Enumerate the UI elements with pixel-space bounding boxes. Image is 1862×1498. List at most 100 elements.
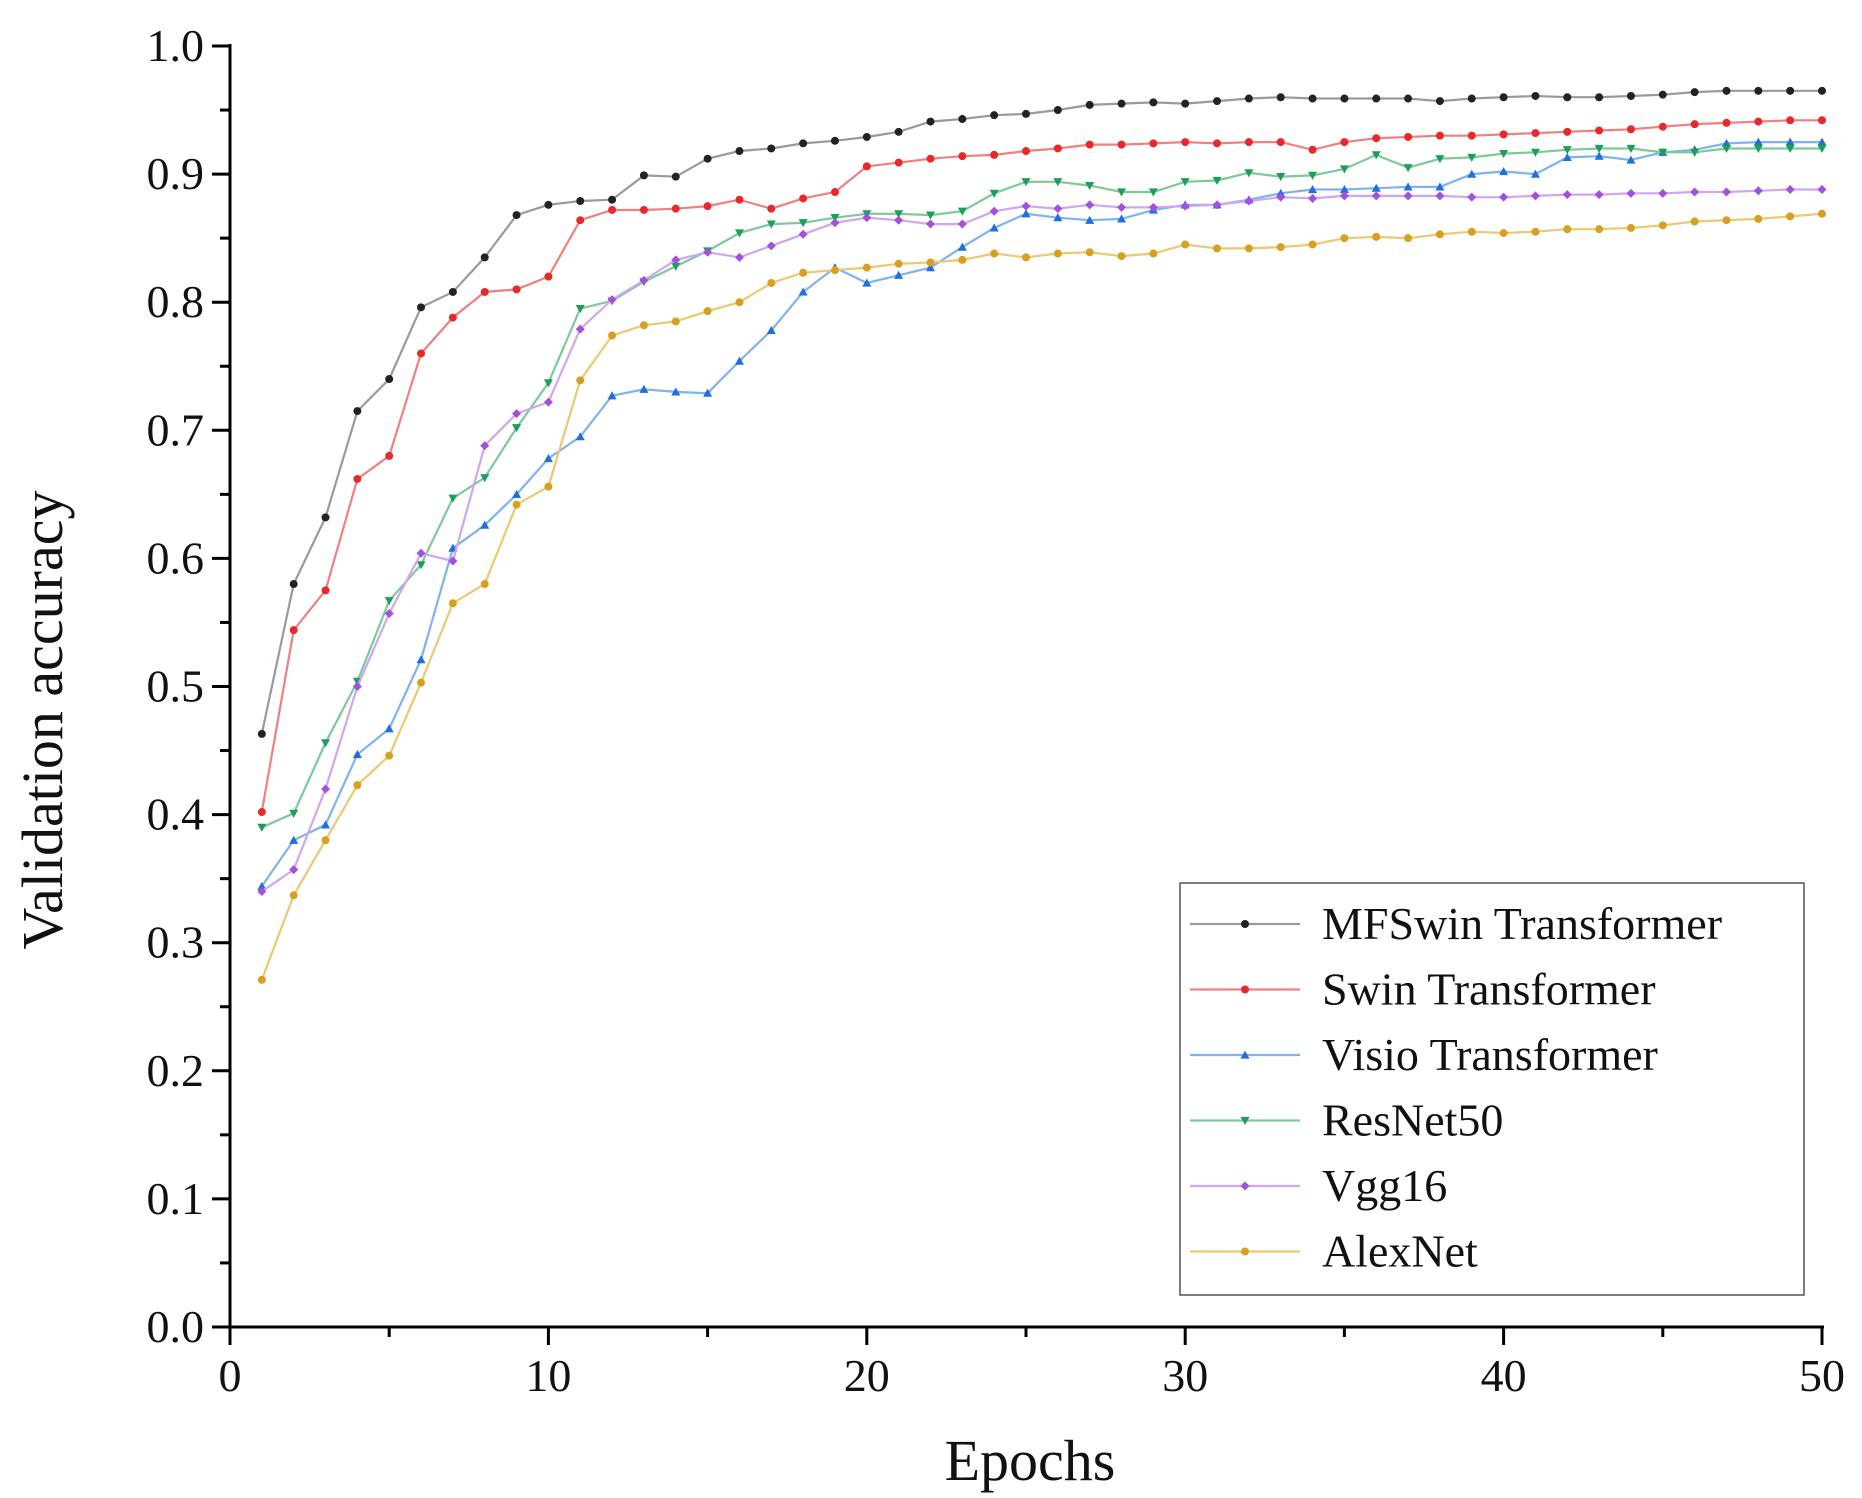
y-tick-label: 0.6: [147, 532, 205, 583]
data-point-visio-transformer: [1467, 169, 1477, 178]
data-point-resnet50: [1435, 155, 1445, 164]
data-point-swin-transformer: [767, 204, 776, 213]
data-point-mfswin-transformer: [1499, 93, 1508, 102]
data-point-vgg16: [352, 682, 362, 691]
data-point-visio-transformer: [925, 263, 935, 272]
data-point-resnet50: [1403, 164, 1413, 173]
data-point-resnet50: [543, 379, 553, 388]
data-point-resnet50: [1085, 182, 1095, 191]
data-point-resnet50: [1785, 144, 1795, 153]
data-point-vgg16: [1148, 202, 1158, 212]
data-point-alexnet: [1149, 249, 1158, 258]
x-axis-title: Epochs: [945, 1428, 1116, 1493]
data-point-resnet50: [957, 207, 967, 216]
data-point-visio-transformer: [1403, 182, 1413, 191]
data-point-alexnet: [862, 263, 871, 272]
y-tick-label: 0.9: [147, 148, 205, 199]
data-point-resnet50: [1371, 151, 1381, 160]
data-point-swin-transformer: [703, 202, 712, 211]
legend-label-vgg16: Vgg16: [1322, 1160, 1447, 1211]
data-point-alexnet: [385, 751, 394, 760]
data-point-alexnet: [1690, 217, 1699, 226]
data-point-vgg16: [862, 213, 872, 223]
data-point-vgg16: [639, 275, 649, 285]
data-point-mfswin-transformer: [703, 154, 712, 163]
data-point-vgg16: [1690, 187, 1700, 197]
y-tick-label: 0.8: [147, 276, 205, 327]
data-point-swin-transformer: [1276, 138, 1285, 147]
data-point-resnet50: [321, 739, 331, 748]
series-visio-transformer: [257, 137, 1827, 890]
data-point-alexnet: [1658, 221, 1667, 230]
series-line-mfswin-transformer: [260, 89, 1822, 735]
legend-item-visio-transformer: Visio Transformer: [1190, 1029, 1658, 1080]
legend-label-swin-transformer: Swin Transformer: [1322, 964, 1656, 1015]
data-point-visio-transformer: [321, 820, 331, 829]
data-point-resnet50: [830, 214, 840, 223]
data-point-vgg16: [1276, 192, 1286, 202]
data-point-visio-transformer: [734, 356, 744, 365]
data-point-resnet50: [1148, 188, 1158, 197]
data-point-mfswin-transformer: [321, 513, 330, 522]
y-tick-label: 0.5: [147, 661, 205, 712]
data-point-resnet50: [1626, 144, 1636, 153]
data-point-visio-transformer: [384, 724, 394, 733]
data-point-swin-transformer: [1085, 140, 1094, 149]
data-point-swin-transformer: [480, 287, 489, 296]
data-point-resnet50: [1308, 171, 1318, 180]
data-point-swin-transformer: [1786, 116, 1795, 125]
data-point-visio-transformer: [543, 453, 553, 463]
data-point-vgg16: [1308, 193, 1318, 203]
data-point-swin-transformer: [799, 194, 808, 203]
data-point-alexnet: [926, 258, 935, 267]
data-point-swin-transformer: [735, 195, 744, 204]
data-point-resnet50: [512, 424, 522, 433]
data-point-swin-transformer: [257, 808, 266, 817]
legend-marker-vgg16: [1240, 1181, 1250, 1191]
data-point-visio-transformer: [257, 881, 267, 890]
data-point-mfswin-transformer: [1818, 86, 1826, 95]
data-point-swin-transformer: [830, 188, 839, 197]
data-point-alexnet: [544, 482, 553, 491]
data-point-vgg16: [512, 409, 522, 419]
data-point-vgg16: [957, 219, 967, 229]
legend-label-mfswin-transformer: MFSwin Transformer: [1322, 898, 1722, 949]
series-line-alexnet: [260, 212, 1823, 981]
data-point-alexnet: [1786, 212, 1795, 221]
data-point-vgg16: [1562, 190, 1572, 200]
series-line-swin-transformer: [260, 119, 1822, 813]
data-point-swin-transformer: [1340, 138, 1349, 147]
series-vgg16: [257, 184, 1827, 896]
data-point-mfswin-transformer: [1435, 97, 1444, 106]
data-point-resnet50: [257, 823, 267, 832]
data-point-resnet50: [480, 474, 490, 483]
data-point-visio-transformer: [289, 835, 299, 844]
data-point-mfswin-transformer: [1149, 98, 1158, 107]
series-line-resnet50: [261, 147, 1822, 829]
data-point-alexnet: [1022, 253, 1030, 262]
data-point-alexnet: [417, 678, 426, 687]
data-point-swin-transformer: [926, 154, 935, 163]
data-point-mfswin-transformer: [1244, 94, 1253, 103]
data-point-visio-transformer: [989, 223, 999, 232]
data-point-alexnet: [1053, 249, 1062, 258]
series-resnet50: [257, 144, 1827, 832]
data-point-mfswin-transformer: [544, 200, 553, 209]
data-point-resnet50: [1721, 144, 1731, 153]
data-point-mfswin-transformer: [1213, 97, 1222, 106]
data-point-mfswin-transformer: [1467, 94, 1476, 103]
data-point-swin-transformer: [417, 349, 426, 358]
data-point-vgg16: [1403, 191, 1413, 201]
data-point-resnet50: [289, 809, 299, 818]
data-point-vgg16: [1467, 192, 1477, 202]
data-point-visio-transformer: [798, 287, 808, 296]
data-point-mfswin-transformer: [1754, 86, 1763, 95]
data-point-mfswin-transformer: [894, 127, 903, 136]
data-point-vgg16: [1339, 191, 1349, 201]
data-point-visio-transformer: [1562, 152, 1572, 162]
data-point-alexnet: [353, 781, 362, 790]
data-point-resnet50: [384, 597, 394, 606]
series-line-vgg16: [261, 188, 1822, 893]
data-point-mfswin-transformer: [1340, 94, 1349, 103]
